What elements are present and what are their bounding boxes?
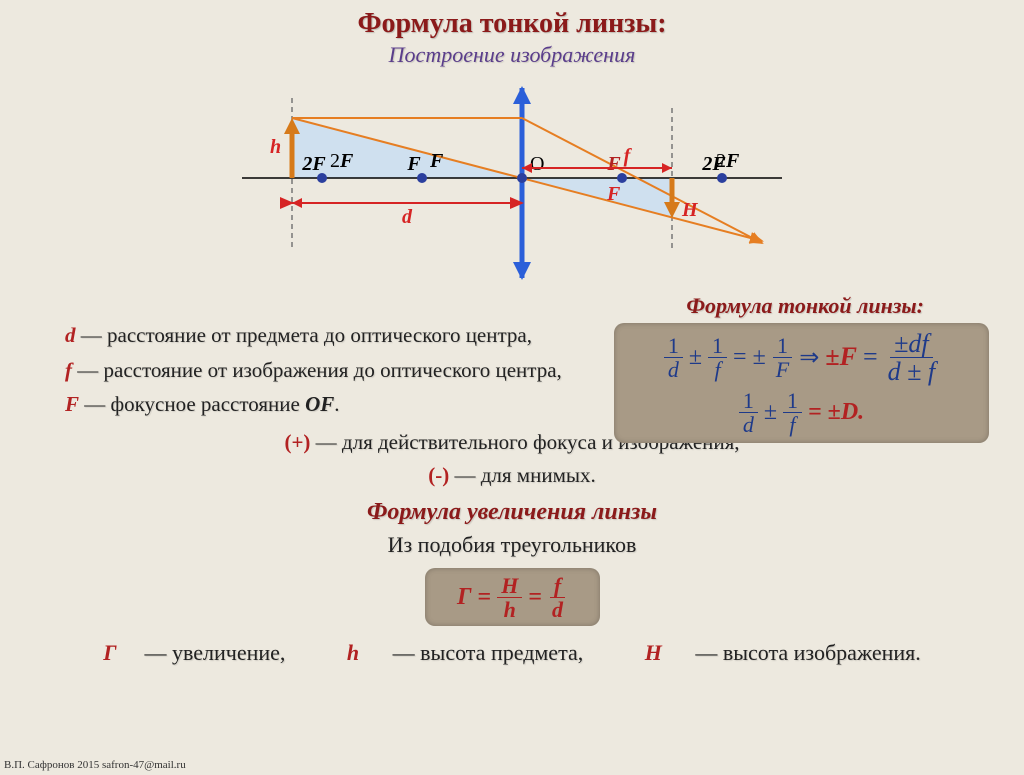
def-f-text: — расстояние от изображения до оптическо… — [72, 358, 562, 382]
svg-text:F: F — [606, 153, 621, 175]
svg-text:d: d — [402, 206, 413, 228]
definitions-block: d — расстояние от предмета до оптическог… — [65, 318, 562, 422]
def-d: d — расстояние от предмета до оптическог… — [65, 318, 562, 353]
def-F: F — фокусное расстояние OF. — [65, 387, 562, 422]
def-F-period: . — [334, 392, 339, 416]
diagram-label: 2F — [716, 150, 739, 173]
bH-sym: H — [645, 640, 662, 665]
mag-d: d — [548, 598, 567, 621]
f1-f: f — [710, 358, 724, 381]
sym-F: F — [65, 392, 79, 416]
diagram-label: F — [430, 150, 443, 173]
svg-text:F: F — [406, 153, 421, 175]
f2-1b: 1 — [783, 389, 802, 413]
bh-sym: h — [347, 640, 359, 665]
f1-d: d — [664, 358, 683, 381]
f2-f: f — [785, 413, 799, 436]
f1-1: 1 — [664, 334, 683, 358]
svg-text:H: H — [681, 199, 699, 221]
mag-h: h — [500, 598, 520, 621]
formula-row-2: 1d ± 1f = ±D. — [739, 389, 864, 436]
bg-text: — увеличение, — [144, 640, 285, 665]
svg-text:h: h — [270, 136, 281, 158]
svg-text:f: f — [624, 145, 633, 167]
def-F-suffix: OF — [305, 392, 334, 416]
def-d-text: — расстояние от предмета до оптического … — [76, 323, 533, 347]
mag-H: H — [497, 574, 522, 598]
bh-text: — высота предмета, — [387, 640, 583, 665]
subtitle: Построение изображения — [0, 42, 1024, 68]
main-title: Формула тонкой линзы: — [0, 8, 1024, 40]
footer-credit: В.П. Сафронов 2015 safron-47@mail.ru — [4, 759, 186, 771]
mag-f: f — [550, 574, 565, 598]
magnification-formula-box: Γ = Hh = fd — [425, 568, 600, 626]
f1-pmF: ±F — [825, 342, 857, 372]
f2-1: 1 — [739, 389, 758, 413]
f1-den: d ± f — [884, 358, 940, 385]
mag-G: Γ — [457, 584, 472, 611]
similar-triangles-text: Из подобия треугольников — [0, 532, 1024, 558]
f1-F: F — [772, 358, 793, 381]
def-f: f — расстояние от изображения до оптичес… — [65, 353, 562, 388]
bottom-definitions: Γ — увеличение, h — высота предмета, H — … — [0, 640, 1024, 666]
bg-sym: Γ — [103, 640, 116, 665]
f1-1b: 1 — [708, 334, 727, 358]
f1-1c: 1 — [773, 334, 792, 358]
f2-d: d — [739, 413, 758, 436]
diagram-label: 2F — [330, 150, 353, 173]
sym-f: f — [65, 358, 72, 382]
f1-num: ±df — [890, 330, 933, 358]
def-F-text: — фокусное расстояние — [79, 392, 305, 416]
f2-D: = ±D. — [808, 399, 864, 426]
mag-eq2: = — [528, 584, 542, 611]
lens-diagram: 2FFOF2FdfhHF 2FF2F — [232, 78, 792, 288]
svg-text:2F: 2F — [301, 153, 326, 175]
thin-lens-formula-box: 1d ± 1f = ± 1F ⇒ ±F = ±dfd ± f 1d ± 1f =… — [614, 323, 989, 443]
formula-row-1: 1d ± 1f = ± 1F ⇒ ±F = ±dfd ± f — [664, 330, 939, 386]
mag-eq1: = — [478, 584, 492, 611]
sym-d: d — [65, 323, 76, 347]
magnification-title: Формула увеличения линзы — [0, 499, 1024, 526]
formula-box-title: Формула тонкой линзы: — [686, 293, 924, 319]
svg-text:O: O — [530, 153, 544, 175]
minus-sign: (-) — [428, 463, 449, 487]
bH-text: — высота изображения. — [690, 640, 921, 665]
svg-text:F: F — [606, 183, 621, 205]
plus-sign: (+) — [284, 430, 310, 454]
minus-text: — для мнимых. — [449, 463, 596, 487]
